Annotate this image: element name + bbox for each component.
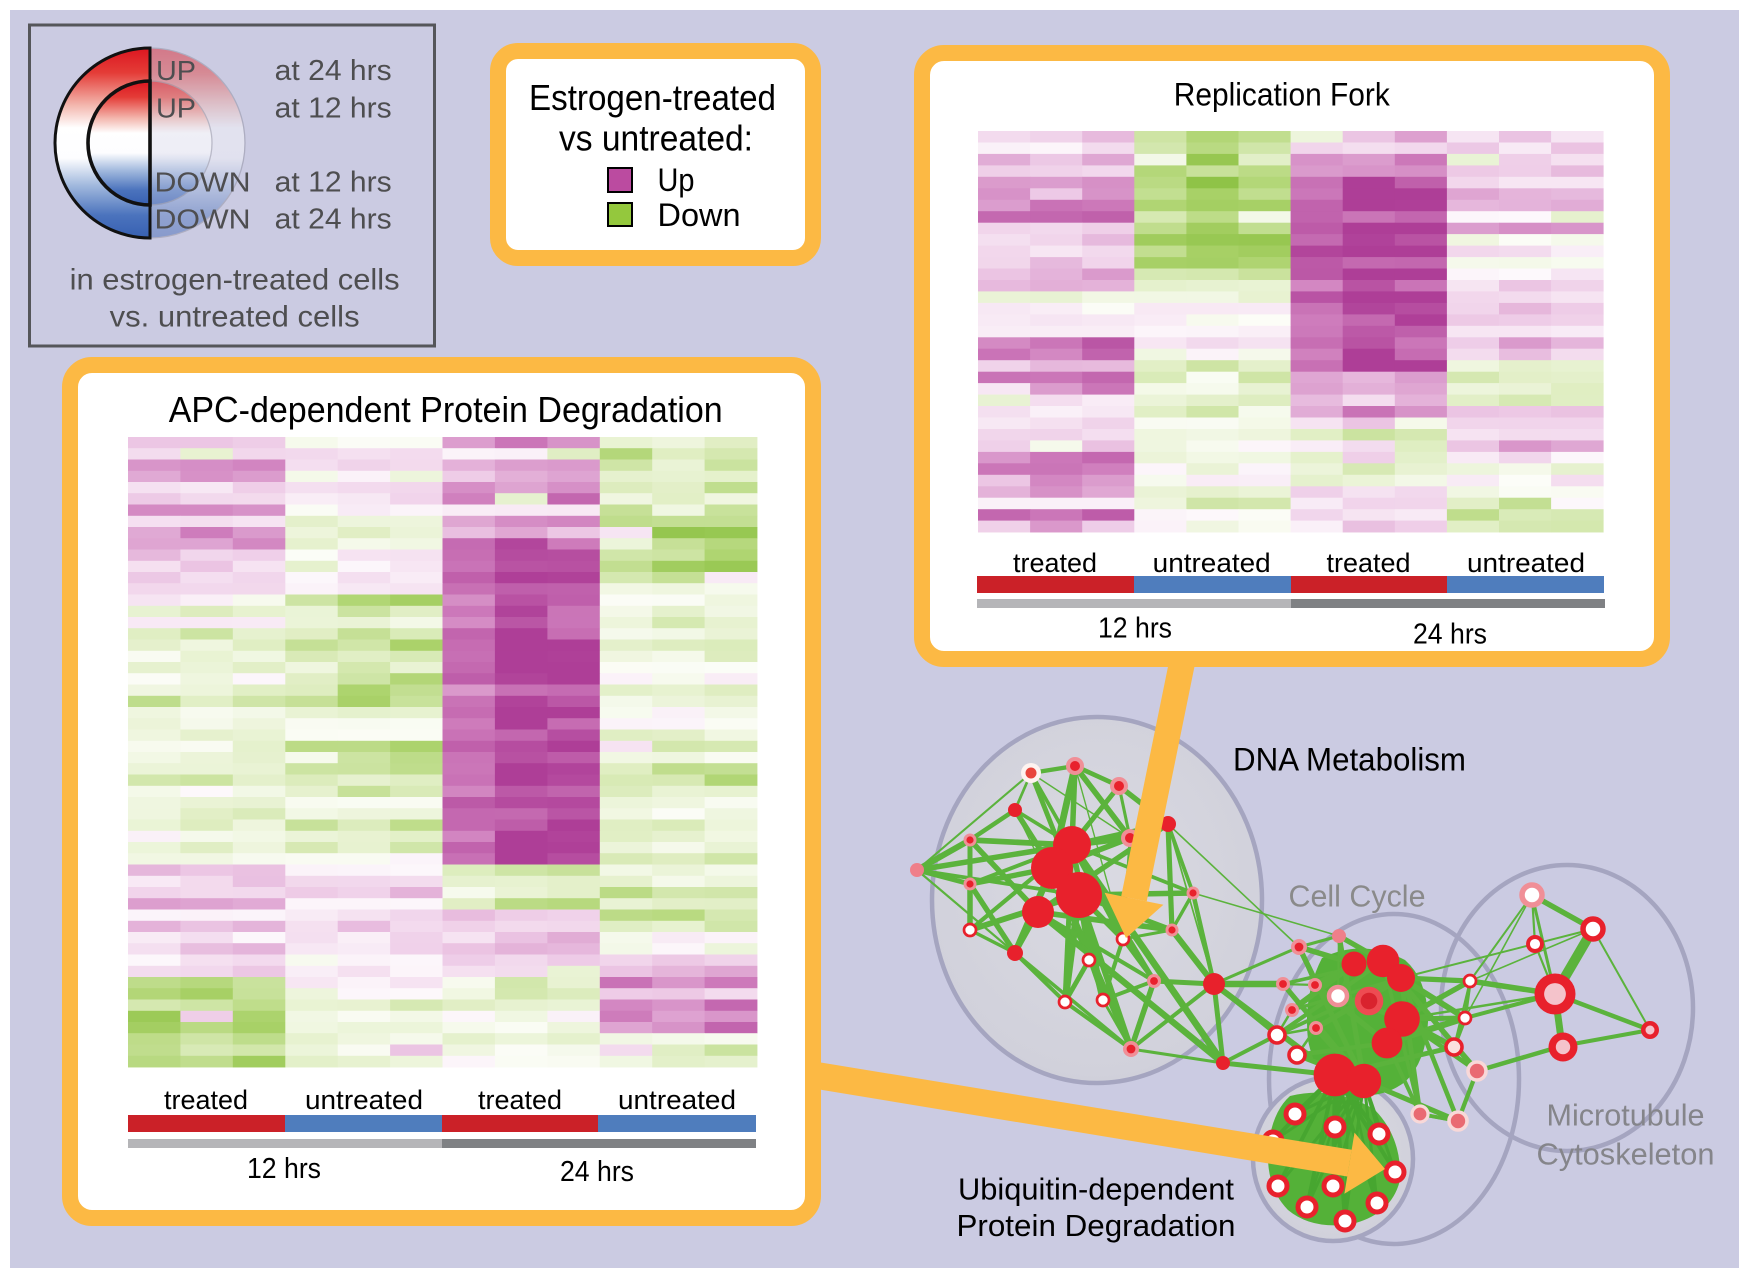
svg-text:Estrogen-treated: Estrogen-treated — [529, 77, 776, 118]
svg-text:Microtubule: Microtubule — [1547, 1098, 1705, 1133]
svg-text:Cell Cycle: Cell Cycle — [1289, 879, 1426, 914]
svg-text:12 hrs: 12 hrs — [1098, 613, 1172, 645]
svg-text:untreated: untreated — [618, 1085, 736, 1115]
svg-text:Cytoskeleton: Cytoskeleton — [1537, 1136, 1715, 1171]
svg-text:at 24 hrs: at 24 hrs — [275, 55, 392, 87]
svg-text:Replication Fork: Replication Fork — [1174, 77, 1391, 113]
svg-text:24 hrs: 24 hrs — [1413, 619, 1487, 651]
svg-text:in estrogen-treated cells: in estrogen-treated cells — [70, 264, 400, 297]
svg-text:DNA Metabolism: DNA Metabolism — [1233, 742, 1466, 778]
svg-text:treated: treated — [478, 1085, 562, 1115]
svg-text:DOWN: DOWN — [155, 204, 251, 235]
svg-text:treated: treated — [1327, 548, 1411, 578]
svg-text:at 12 hrs: at 12 hrs — [275, 167, 392, 199]
svg-text:treated: treated — [164, 1085, 248, 1115]
svg-text:at 12 hrs: at 12 hrs — [275, 92, 392, 124]
svg-text:untreated: untreated — [305, 1085, 423, 1115]
svg-text:vs. untreated cells: vs. untreated cells — [110, 301, 360, 334]
svg-text:treated: treated — [1013, 548, 1097, 578]
svg-text:24 hrs: 24 hrs — [560, 1156, 634, 1188]
svg-text:APC-dependent Protein Degradat: APC-dependent Protein Degradation — [169, 389, 723, 430]
svg-text:untreated: untreated — [1467, 548, 1585, 578]
svg-text:12 hrs: 12 hrs — [247, 1153, 321, 1185]
svg-text:untreated: untreated — [1153, 548, 1271, 578]
svg-text:at 24 hrs: at 24 hrs — [275, 204, 392, 236]
svg-text:DOWN: DOWN — [155, 167, 251, 198]
svg-text:Up: Up — [658, 162, 695, 198]
svg-text:UP: UP — [156, 55, 196, 86]
svg-text:Protein Degradation: Protein Degradation — [957, 1208, 1236, 1243]
svg-text:UP: UP — [156, 92, 196, 123]
svg-text:Ubiquitin-dependent: Ubiquitin-dependent — [958, 1171, 1234, 1206]
svg-text:vs untreated:: vs untreated: — [559, 118, 753, 159]
svg-text:Down: Down — [658, 197, 741, 233]
